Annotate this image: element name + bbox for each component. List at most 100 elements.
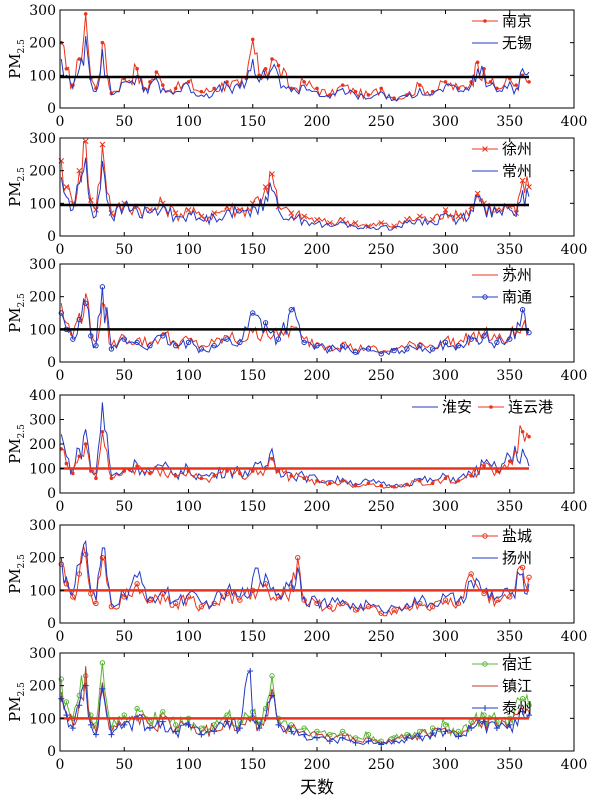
x-tick-label: 0: [56, 499, 65, 515]
data-point: [378, 610, 384, 616]
series-line-5-2: [60, 539, 530, 614]
legend-marker: [482, 533, 488, 539]
data-point: [270, 57, 274, 61]
data-point: [135, 464, 139, 468]
y-axis-label-sub: 2.5: [17, 293, 27, 308]
y-tick-label: 300: [29, 518, 56, 534]
data-point: [328, 481, 332, 486]
panel-4: 0 50 100 150 200 250 300 350 400 0 100 200 300 400 PM2…: [6, 388, 587, 515]
data-point: [314, 734, 320, 741]
data-point: [430, 89, 435, 94]
data-point: [507, 594, 513, 600]
legend-label: 盐城: [502, 527, 532, 545]
legend-marker: [482, 146, 488, 152]
data-point: [494, 339, 500, 346]
data-point: [507, 459, 512, 463]
data-point: [69, 725, 76, 732]
data-point: [302, 80, 306, 84]
data-point: [326, 738, 333, 745]
y-axis-label-main: PM: [6, 307, 24, 332]
data-point: [76, 316, 82, 323]
data-point: [378, 351, 384, 357]
data-point: [443, 476, 448, 481]
data-point: [519, 564, 526, 571]
y-tick-label: 300: [29, 413, 56, 429]
data-point: [99, 660, 106, 666]
data-point: [99, 554, 106, 561]
y-tick-label: 400: [29, 388, 56, 404]
data-point: [416, 733, 423, 740]
y-axis-label-sub: 2.5: [17, 554, 27, 569]
data-point: [58, 310, 64, 316]
data-point: [468, 725, 475, 732]
data-point: [514, 83, 518, 87]
data-point: [475, 60, 480, 65]
data-point: [495, 469, 499, 473]
legend-label: 南京: [502, 12, 532, 30]
series-line-6-3: [60, 669, 530, 746]
x-tick-label: 200: [304, 368, 331, 384]
x-tick-label: 350: [496, 242, 523, 258]
legend-label: 苏州: [502, 266, 532, 284]
y-axis-label-main: PM: [6, 53, 24, 78]
data-point: [108, 346, 115, 352]
data-point: [237, 597, 243, 603]
y-axis-label-main: PM: [6, 181, 24, 206]
legend-label: 南通: [502, 288, 532, 306]
data-point: [100, 40, 105, 45]
data-point: [186, 80, 191, 84]
data-point: [63, 712, 70, 719]
data-point: [212, 474, 216, 478]
y-tick-label: 0: [47, 101, 56, 117]
legend-label: 泰州: [502, 699, 532, 717]
data-point: [365, 738, 372, 745]
data-point: [109, 476, 114, 481]
data-point: [172, 728, 179, 735]
y-axis-label-3: PM2.5: [6, 293, 27, 333]
y-tick-label: 300: [29, 3, 56, 19]
x-tick-label: 300: [432, 757, 459, 773]
data-point: [83, 442, 88, 446]
x-tick-label: 50: [115, 368, 133, 384]
x-tick-label: 400: [561, 368, 588, 384]
data-point: [469, 474, 474, 478]
data-point: [327, 346, 333, 352]
y-tick-label: 0: [47, 744, 56, 760]
data-point: [134, 705, 140, 712]
data-point: [352, 349, 359, 355]
data-point: [172, 342, 179, 349]
series-line-3-2: [60, 286, 530, 356]
data-point: [519, 708, 526, 715]
data-point: [340, 83, 345, 87]
x-tick-label: 200: [304, 114, 331, 130]
data-point: [269, 171, 275, 177]
data-point: [269, 673, 275, 679]
x-tick-label: 0: [56, 368, 65, 384]
data-point: [527, 434, 531, 439]
data-point: [481, 333, 487, 339]
data-point: [256, 725, 263, 732]
legend-label: 常州: [502, 162, 532, 180]
x-tick-label: 300: [432, 499, 459, 515]
data-point: [199, 476, 204, 481]
x-tick-label: 0: [56, 629, 65, 645]
data-point: [160, 709, 166, 715]
data-point: [99, 685, 106, 692]
data-point: [418, 83, 422, 87]
data-point: [93, 342, 99, 349]
data-point: [172, 600, 179, 607]
data-point: [481, 718, 488, 725]
y-tick-label: 200: [29, 551, 56, 567]
x-tick-label: 250: [368, 499, 395, 515]
x-tick-label: 350: [496, 499, 523, 515]
data-point: [353, 89, 358, 94]
x-tick-label: 400: [561, 499, 588, 515]
data-point: [250, 310, 256, 316]
data-point: [88, 333, 94, 339]
y-axis-label-sub: 2.5: [17, 682, 27, 697]
data-point: [455, 213, 462, 220]
data-point: [443, 80, 448, 84]
data-point: [339, 734, 346, 741]
data-point: [288, 728, 295, 735]
data-point: [82, 682, 89, 689]
